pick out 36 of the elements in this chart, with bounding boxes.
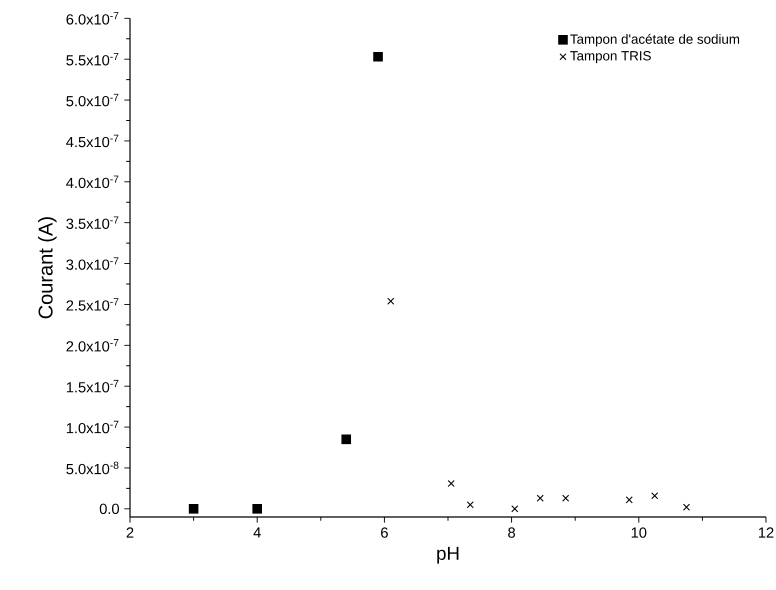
y-tick-label: 4.5x10$^{-7}$ [66, 134, 118, 148]
legend-label: Tampon d'acétate de sodium [570, 34, 740, 46]
point [448, 480, 455, 488]
point [651, 492, 658, 500]
y-tick-label: 2.5x10$^{-7}$ [66, 298, 118, 311]
y-tick-label: 6.0x10$^{-7}$ [66, 12, 118, 25]
point [387, 298, 394, 305]
y-tick-label: 3.0x10$^{-7}$ [66, 257, 118, 270]
point [626, 496, 633, 504]
y-tick-label: 0.0 [100, 504, 120, 514]
y-tick-label: 1.0x10$^{-7}$ [66, 420, 118, 434]
point [373, 52, 383, 62]
legend-label: Tampon TRIS [570, 51, 651, 64]
x-tick-label: 10 [632, 527, 646, 538]
point [252, 504, 262, 514]
point [562, 494, 570, 502]
x-tick-label: 12 [758, 527, 774, 538]
y-tick-label: 3.5x10$^{-7}$ [66, 216, 118, 229]
point [682, 504, 690, 511]
y-tick-label: 2.0x10$^{-7}$ [66, 339, 118, 352]
x-tick-label: 6 [381, 527, 388, 538]
y-tick-label: 4.0x10$^{-7}$ [66, 176, 118, 188]
x-axis-title: pH [437, 546, 458, 564]
point [466, 501, 474, 508]
x-tick-label: 8 [508, 527, 516, 538]
point [188, 504, 198, 514]
point [341, 434, 352, 444]
y-axis-title: Courant (A) [38, 217, 57, 318]
y-tick-label: 5.0x10$^{-7}$ [66, 94, 118, 106]
y-tick-label: 5.5x10$^{-7}$ [66, 52, 118, 66]
x-tick-label: 2 [126, 527, 134, 538]
y-tick-label: 1.5x10$^{-7}$ [66, 380, 118, 392]
y-tick-label: 5.0x10$^{-8}$ [66, 462, 118, 474]
point [536, 494, 544, 502]
point [511, 505, 518, 512]
x-tick-label: 4 [253, 527, 261, 538]
